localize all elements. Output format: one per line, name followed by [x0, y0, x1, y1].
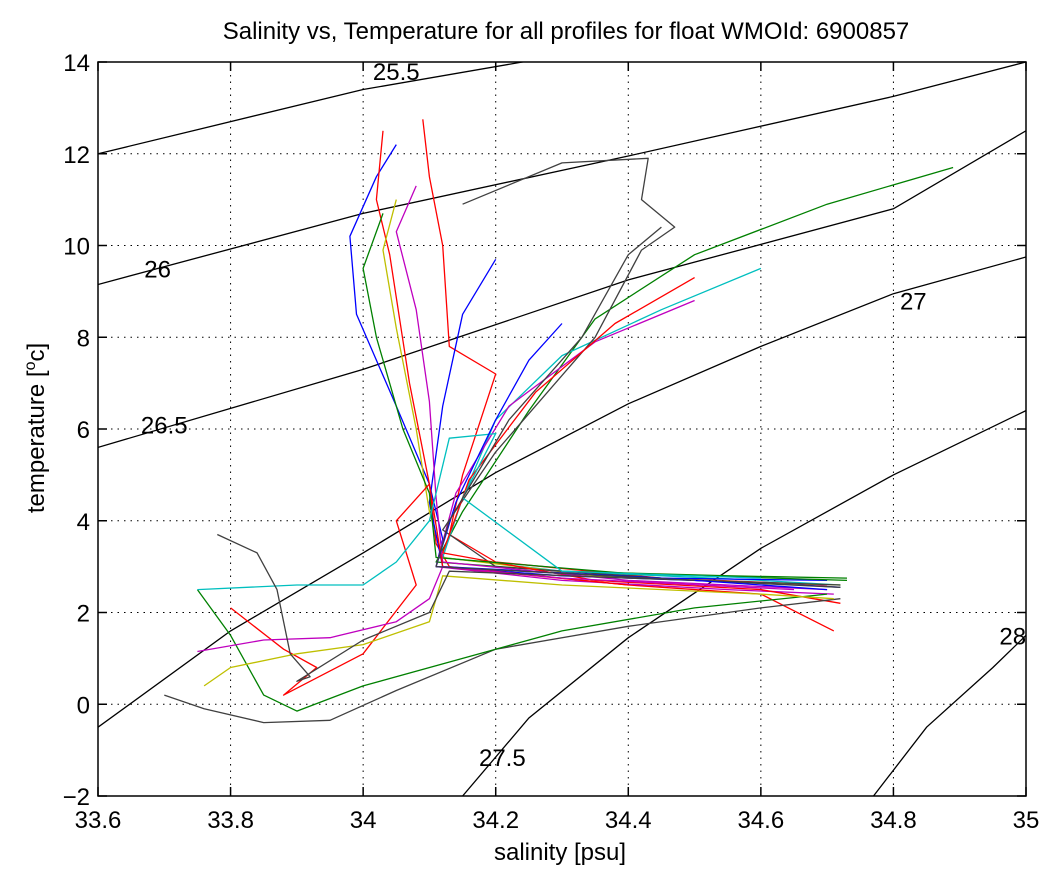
- profile-line-2: [422, 119, 828, 586]
- profile-line-16: [197, 432, 761, 591]
- y-tick-label-7: 12: [63, 142, 90, 169]
- x-tick-label-3: 34.2: [472, 807, 519, 834]
- density-contour-3: [98, 256, 1026, 728]
- density-contour-labels: 25.5 26 26.5 27 27.5 28: [141, 59, 1026, 772]
- density-contour-1: [98, 62, 1026, 286]
- profile-line-15: [197, 565, 795, 653]
- density-contour-label-3: 27: [900, 289, 927, 316]
- density-contour-0: [98, 62, 527, 155]
- profile-line-12: [164, 598, 841, 724]
- density-contour-label-5: 28: [999, 623, 1026, 650]
- y-tick-label-3: 4: [77, 509, 90, 536]
- x-tick-label-5: 34.6: [737, 807, 784, 834]
- x-tick-label-0: 33.6: [75, 807, 122, 834]
- y-tick-label-1: 0: [77, 692, 90, 719]
- density-contour-5: [872, 634, 1026, 796]
- y-axis-ticks: −2 0 2 4 6 8 10 12 14: [63, 50, 1026, 811]
- density-contour-4: [462, 410, 1026, 796]
- profile-line-17: [203, 575, 834, 687]
- x-tick-label-7: 35: [1013, 807, 1040, 834]
- profile-line-20: [435, 226, 695, 582]
- y-tick-label-2: 2: [77, 601, 90, 628]
- x-axis-ticks: 33.6 33.8 34 34.2 34.4 34.6 34.8 35: [75, 62, 1040, 834]
- y-tick-label-8: 14: [63, 50, 90, 77]
- x-tick-label-2: 34: [350, 807, 377, 834]
- profile-line-14: [230, 483, 629, 696]
- profile-line-9: [442, 277, 841, 604]
- profile-line-18: [217, 533, 841, 682]
- density-contours: [98, 62, 1026, 796]
- profile-line-13: [196, 589, 828, 712]
- y-tick-label-6: 10: [63, 234, 90, 261]
- density-contour-label-1: 26: [144, 256, 171, 283]
- plot-area: [98, 62, 1026, 796]
- density-contour-label-4: 27.5: [479, 745, 526, 772]
- x-tick-label-1: 33.8: [207, 807, 254, 834]
- profile-line-1: [375, 130, 835, 632]
- y-tick-label-0: −2: [63, 784, 90, 811]
- y-tick-label-5: 8: [77, 325, 90, 352]
- y-tick-label-4: 6: [77, 417, 90, 444]
- x-tick-label-4: 34.4: [605, 807, 652, 834]
- chart-title: Salinity vs, Temperature for all profile…: [223, 18, 910, 45]
- density-contour-2: [98, 130, 1026, 449]
- profile-line-10: [362, 213, 848, 582]
- y-axis-label: temperature [oc]: [22, 343, 50, 513]
- x-axis-label: salinity [psu]: [494, 839, 626, 866]
- grid-lines: [98, 62, 1026, 796]
- density-contour-label-0: 25.5: [373, 59, 420, 86]
- x-tick-label-6: 34.8: [870, 807, 917, 834]
- density-contour-label-2: 26.5: [141, 412, 188, 439]
- profile-lines: [164, 119, 954, 724]
